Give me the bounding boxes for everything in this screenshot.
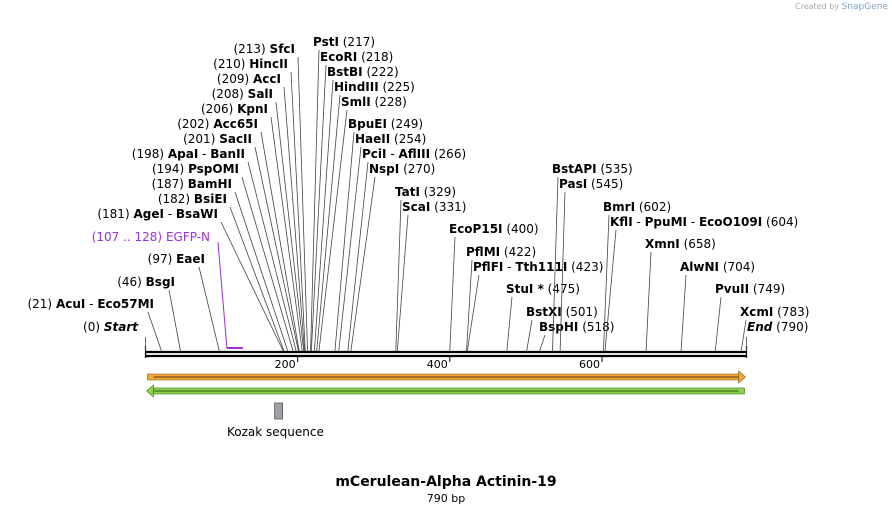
site-label-kfli: KflI - PpuMI - EcoO109I (604) [610,215,798,229]
site-label-ecop15i: EcoP15I (400) [449,222,539,236]
site-leader-kpni [270,116,303,352]
site-leader-pflmi [466,259,473,352]
ruler-label: 400 [427,358,448,371]
feature-egfp-n-label: (107 .. 128) EGFP-N [92,230,210,244]
site-label-acci: (209) AccI [217,72,281,86]
site-label-bsgi: (46) BsgI [117,275,175,289]
site-leader-hindiii [316,94,341,352]
site-leader-acui [147,311,162,352]
site-label-xcmi: XcmI (783) [740,305,809,319]
site-label-haeii: HaeII (254) [355,132,426,146]
site-leader-ecop15i [449,236,456,352]
site-leader-bsphi [539,334,546,352]
ruler-label: 200 [275,358,296,371]
site-label-sfci: (213) SfcI [233,42,295,56]
site-label-tati: TatI (329) [395,185,456,199]
site-label-pvuii: PvuII (749) [715,282,785,296]
site-leader-pasi [559,191,566,352]
site-leader-acci [283,86,305,352]
site-label-scai: ScaI (331) [402,200,466,214]
site-leader-xcmi [740,319,747,352]
site-leader-eaei [198,266,220,352]
site-label-psti: PstI (217) [313,35,375,49]
site-label-bsphi: BspHI (518) [539,320,614,334]
map-title: mCerulean-Alpha Actinin-19 [335,474,557,490]
site-leader-kfli [604,229,617,352]
site-leader-pvuii [714,296,722,352]
site-label-bstbi: BstBI (222) [327,65,399,79]
site-label-sali: (208) SalI [212,87,273,101]
site-leader-tati [395,199,402,352]
site-label-hindiii: HindIII (225) [334,80,415,94]
site-leader-smli [318,109,348,352]
site-leader-bsgi [168,289,181,352]
site-leader-haeii [338,146,362,352]
site-label-xmni: XmnI (658) [645,237,716,251]
site-leader-bamhi [234,191,289,352]
site-leader-alwni [680,274,687,352]
site-label-acc65i: (202) Acc65I [177,117,258,131]
site-label-apai: (198) ApaI - BanII [132,147,245,161]
site-label-smli: SmlI (228) [341,95,407,109]
orf-forward-arrowhead [738,370,746,384]
site-leader-hincii [290,71,306,352]
site-label-ecori: EcoRI (218) [320,50,393,64]
site-label-pcii: PciI - AflIII (266) [362,147,466,161]
site-leader-sacii [254,146,299,352]
kozak-feature [274,402,284,420]
site-leader-pspomi [241,176,294,352]
site-label-alwni: AlwNI (704) [680,260,755,274]
site-label-hincii: (210) HincII [213,57,288,71]
kozak-label: Kozak sequence [227,425,324,439]
orf-reverse-arrowhead [146,384,154,398]
site-label-pflfi: PflFI - Tth111I (423) [473,260,603,274]
site-leader-scai [396,214,409,352]
site-label-acui: (21) AcuI - Eco57MI [27,297,154,311]
site-leader-sali [275,101,305,352]
map-length: 790 bp [426,492,466,505]
site-label-bstapi: BstAPI (535) [552,162,633,176]
ruler-label: 600 [579,358,600,371]
site-leader-stui [506,296,513,352]
site-leader-bsiei [229,206,285,352]
site-leader-psti [310,49,320,352]
site-label-pflmi: PflMI (422) [466,245,536,259]
site-label-pasi: PasI (545) [559,177,623,191]
site-label-agei: (181) AgeI - BsaWI [97,207,218,221]
site-leader-agei [220,221,284,352]
site-leader-apai [247,161,297,352]
site-leader-bmri [603,214,610,352]
snapgene-credit: Created by SnapGene [795,2,888,12]
site-leader-pflfi [466,274,480,352]
site-leader-ecori [310,64,327,352]
site-label-sacii: (201) SacII [183,132,252,146]
site-leader-bstbi [313,79,334,352]
site-label-nspi: NspI (270) [369,162,435,176]
site-leader-bpuei [334,131,355,352]
site-label-bamhi: (187) BamHI [152,177,232,191]
site-leader-nspi [350,176,376,352]
site-leader-bstapi [552,176,559,352]
site-leader-acc65i [260,131,300,352]
site-label-stui: StuI * (475) [506,282,580,296]
site-label-end: End (790) [747,320,808,334]
site-label-pspomi: (194) PspOMI [152,162,239,176]
site-leader-sfci [297,56,308,352]
site-label-bstxi: BstXI (501) [526,305,598,319]
feature-egfp-n-leader [217,241,228,349]
site-leader-bstxi [526,319,533,352]
site-label-bsiei: (182) BsiEI [158,192,227,206]
site-leader-pcii [347,161,369,352]
site-leader-xmni [645,251,652,352]
site-label-start: (0) Start [83,320,139,334]
site-label-eaei: (97) EaeI [148,252,205,266]
site-label-kpni: (206) KpnI [201,102,268,116]
site-label-bmri: BmrI (602) [603,200,671,214]
site-label-bpuei: BpuEI (249) [348,117,423,131]
